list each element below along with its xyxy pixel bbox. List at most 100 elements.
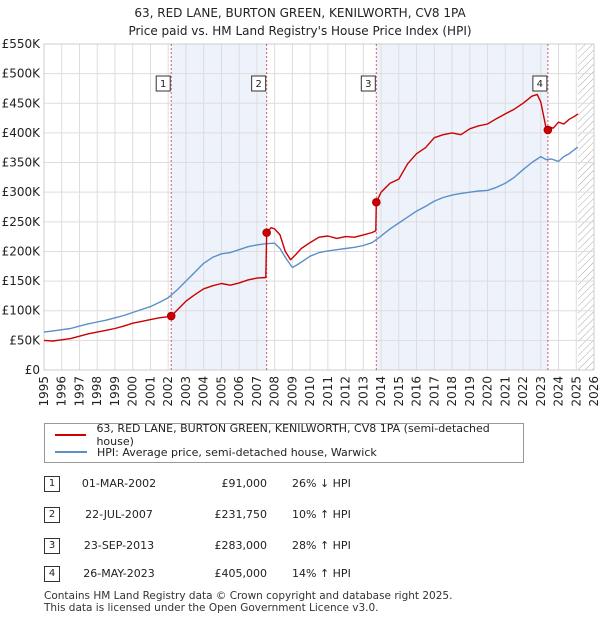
table-row: 3 23-SEP-2013 £283,000 28% ↑ HPI [44, 538, 524, 554]
x-tick-label: 2019 [463, 376, 477, 407]
y-tick-label: £200K [2, 244, 42, 258]
x-tick-label: 2018 [445, 376, 459, 407]
sale-point [372, 197, 381, 207]
x-tick-label: 2000 [126, 376, 140, 407]
table-row: 1 01-MAR-2002 £91,000 26% ↓ HPI [44, 476, 524, 492]
sale-price: £405,000 [214, 567, 268, 580]
table-row: 4 26-MAY-2023 £405,000 14% ↑ HPI [44, 566, 524, 582]
sale-number-badge: 2 [44, 507, 60, 523]
legend: 63, RED LANE, BURTON GREEN, KENILWORTH, … [44, 422, 524, 463]
sale-hpi-diff: 26% ↓ HPI [292, 477, 351, 490]
x-axis-ticks: 1995 1996 1997 1998 1999 2000 2001 2002 2003 2004… [37, 376, 600, 407]
x-tick-label: 1997 [72, 376, 86, 407]
y-tick-label: £450K [2, 96, 42, 110]
x-tick-label: 2002 [161, 376, 175, 407]
chart-title-address: 63, RED LANE, BURTON GREEN, KENILWORTH, … [134, 6, 466, 20]
y-axis-ticks: £0 £50K £100K £150K £200K £250K £300K £350K £400… [2, 37, 42, 377]
x-tick-label: 2001 [143, 376, 157, 407]
sale-label-text: 4 [537, 79, 543, 90]
sale-number-badge: 1 [44, 476, 60, 492]
future-hatch [578, 44, 594, 370]
chart-subtitle: Price paid vs. HM Land Registry's House … [128, 24, 472, 38]
x-tick-label: 2013 [356, 376, 370, 407]
sale-label-text: 3 [365, 79, 371, 90]
sale-date: 22-JUL-2007 [85, 508, 153, 521]
x-tick-label: 1999 [108, 376, 122, 407]
footer-licence: This data is licensed under the Open Gov… [44, 602, 379, 614]
footer-notice: Contains HM Land Registry data © Crown c… [44, 590, 452, 614]
table-row: 2 22-JUL-2007 £231,750 10% ↑ HPI [44, 507, 524, 523]
legend-swatch-property [55, 434, 87, 436]
x-tick-label: 2015 [392, 376, 406, 407]
y-tick-label: £100K [2, 304, 42, 318]
legend-label-property: 63, RED LANE, BURTON GREEN, KENILWORTH, … [96, 422, 490, 448]
x-tick-label: 2008 [268, 376, 282, 407]
chart-title-block: 63, RED LANE, BURTON GREEN, KENILWORTH, … [0, 4, 600, 40]
sale-hpi-diff: 14% ↑ HPI [292, 567, 351, 580]
x-tick-label: 2014 [374, 376, 388, 407]
y-tick-label: £150K [2, 274, 42, 288]
sale-label-text: 2 [255, 79, 261, 90]
sale-date: 01-MAR-2002 [81, 477, 157, 490]
x-tick-label: 2011 [321, 376, 335, 407]
plot-frame [43, 43, 595, 371]
y-tick-label: £0 [25, 363, 40, 377]
future-hatch-area [578, 44, 594, 370]
x-tick-label: 2026 [587, 376, 600, 407]
sale-price: £231,750 [214, 508, 268, 521]
sale-point [166, 311, 176, 321]
x-tick-label: 1998 [90, 376, 104, 407]
sale-label-box [532, 75, 548, 92]
x-tick-label: 2012 [339, 376, 353, 407]
sale-label-box [251, 75, 267, 92]
sale-number-badge: 3 [44, 538, 60, 554]
x-tick-label: 2003 [179, 376, 193, 407]
sale-point [543, 125, 553, 135]
y-tick-label: £500K [2, 67, 42, 81]
sale-label-box [155, 75, 171, 92]
x-tick-label: 2009 [285, 376, 299, 407]
sale-price: £91,000 [221, 477, 268, 490]
sale-bands [171, 44, 548, 370]
legend-swatch-hpi [55, 451, 87, 453]
x-tick-label: 2010 [303, 376, 317, 407]
x-tick-label: 2016 [410, 376, 424, 407]
grid-lines [43, 43, 595, 371]
legend-item-hpi: HPI: Average price, semi-detached house,… [55, 444, 377, 460]
series-line-hpi [43, 146, 579, 333]
legend-item-property: 63, RED LANE, BURTON GREEN, KENILWORTH, … [55, 422, 523, 448]
x-tick-label: 2023 [534, 376, 548, 407]
sale-point [262, 228, 271, 237]
series-lines [43, 93, 579, 342]
sale-number-badge: 4 [44, 566, 60, 582]
x-tick-label: 2006 [232, 376, 246, 407]
price-chart: 1 2 3 4 £0 £50K £100K £150K £200K £250K £300K £350… [2, 37, 600, 407]
x-tick-label: 2017 [427, 376, 441, 407]
sale-band [171, 44, 267, 370]
x-tick-label: 1995 [37, 376, 51, 407]
x-tick-label: 2022 [516, 376, 530, 407]
x-tick-label: 2024 [552, 376, 566, 407]
sale-hpi-diff: 10% ↑ HPI [292, 508, 351, 521]
sale-date: 26-MAY-2023 [83, 567, 155, 580]
x-tick-label: 2021 [498, 376, 512, 407]
y-tick-label: £50K [9, 333, 41, 347]
series-line-property [43, 93, 579, 342]
y-tick-label: £400K [2, 126, 42, 140]
sale-label-text: 1 [160, 79, 166, 90]
sale-label-box [360, 75, 376, 92]
x-tick-label: 2004 [197, 376, 211, 407]
x-tick-label: 2025 [569, 376, 583, 407]
sale-labels: 1 2 3 4 [155, 75, 548, 92]
sale-date: 23-SEP-2013 [83, 539, 155, 552]
sale-band [376, 44, 548, 370]
y-tick-label: £300K [2, 185, 42, 199]
x-tick-label: 2005 [214, 376, 228, 407]
sale-price: £283,000 [214, 539, 268, 552]
y-tick-label: £350K [2, 156, 42, 170]
x-tick-label: 2020 [481, 376, 495, 407]
sale-hpi-diff: 28% ↑ HPI [292, 539, 351, 552]
x-tick-label: 1996 [55, 376, 69, 407]
y-tick-label: £250K [2, 215, 42, 229]
footer-copyright: Contains HM Land Registry data © Crown c… [44, 590, 453, 602]
